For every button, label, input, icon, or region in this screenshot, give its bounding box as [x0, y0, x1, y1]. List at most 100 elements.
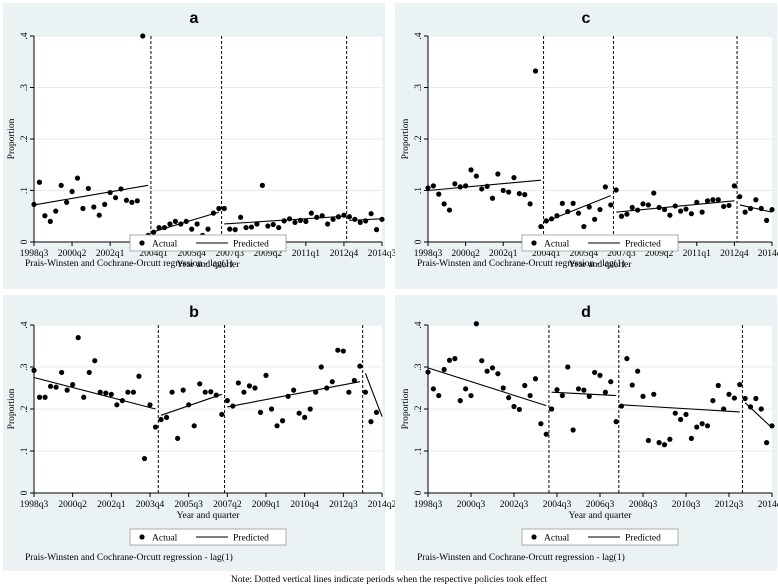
actual-point: [549, 406, 555, 412]
actual-point: [241, 389, 247, 395]
actual-point: [559, 200, 565, 206]
actual-point: [172, 218, 178, 224]
actual-point: [635, 368, 641, 374]
actual-point: [441, 201, 447, 207]
actual-point: [281, 218, 287, 224]
actual-point: [532, 376, 539, 382]
actual-point: [715, 382, 721, 389]
x-axis-title: Year and quarter: [569, 260, 633, 270]
actual-point: [235, 380, 241, 386]
actual-point: [511, 403, 517, 410]
x-tick-label: 2005q4: [177, 249, 206, 259]
actual-point: [263, 372, 269, 378]
actual-point: [721, 203, 727, 210]
actual-point: [314, 214, 320, 220]
y-tick-label: .2: [20, 405, 30, 412]
actual-point: [629, 204, 635, 211]
actual-point: [230, 403, 236, 409]
y-tick-label: .4: [20, 32, 30, 39]
legend-actual-marker: [139, 240, 145, 246]
x-tick-label: 2007q3: [216, 249, 245, 259]
x-tick-label: 2004q1: [139, 249, 168, 259]
actual-point: [645, 437, 651, 444]
method-note: Prais-Winsten and Cochrane-Orcutt regres…: [417, 552, 625, 563]
actual-point: [527, 392, 533, 399]
legend-actual-label: Actual: [152, 240, 178, 250]
actual-point: [351, 377, 357, 384]
actual-point: [189, 226, 195, 232]
actual-point: [640, 201, 646, 207]
predicted-line: [621, 404, 740, 413]
y-tick-label: .1: [20, 187, 30, 194]
y-tick-label: .3: [20, 363, 30, 370]
actual-point: [473, 321, 479, 327]
actual-point: [726, 391, 732, 397]
actual-point: [710, 197, 716, 203]
y-tick-label: .3: [20, 84, 30, 91]
actual-point: [608, 379, 614, 385]
actual-point: [69, 188, 75, 195]
actual-point: [484, 368, 490, 374]
actual-point: [769, 423, 775, 429]
actual-point: [688, 211, 694, 217]
actual-point: [147, 402, 153, 408]
actual-point: [152, 424, 159, 430]
actual-point: [373, 227, 380, 233]
legend-predicted-label: Predicted: [233, 534, 269, 544]
actual-point: [543, 218, 549, 224]
actual-point: [624, 211, 630, 217]
actual-point: [85, 185, 91, 192]
predicted-line: [227, 381, 361, 408]
actual-point: [710, 398, 716, 404]
actual-point: [151, 229, 157, 235]
y-tick-label: .2: [414, 405, 424, 412]
predicted-line: [427, 367, 547, 407]
actual-point: [373, 409, 380, 415]
actual-point: [715, 197, 721, 203]
actual-point: [769, 206, 775, 213]
actual-point: [694, 424, 700, 430]
actual-point: [468, 167, 474, 173]
chart-panel-a: a 0 .1 .2 .3 .4 Proportion 1998q3 2000q2 2002q1 20…: [3, 3, 397, 289]
actual-point: [64, 387, 70, 393]
actual-point: [59, 369, 65, 376]
x-tick-label: 2007q3: [607, 249, 636, 259]
actual-point: [731, 395, 737, 401]
x-tick-label: 2005q3: [174, 500, 203, 510]
y-tick-label: 0: [20, 490, 30, 495]
actual-point: [575, 386, 582, 392]
legend-actual-label: Actual: [544, 534, 570, 544]
y-tick-label: 0: [414, 490, 424, 495]
actual-point: [163, 414, 170, 420]
actual-point: [678, 416, 684, 423]
y-tick-label: 0: [414, 239, 424, 244]
actual-point: [425, 185, 431, 191]
x-tick-label: 2004q1: [532, 249, 561, 259]
actual-point: [53, 208, 59, 214]
actual-point: [248, 224, 255, 230]
actual-point: [357, 219, 363, 226]
actual-point: [457, 184, 463, 190]
actual-point: [158, 416, 164, 423]
predicted-line: [427, 179, 541, 192]
actual-point: [538, 223, 544, 230]
actual-point: [125, 389, 131, 395]
actual-point: [495, 171, 501, 177]
actual-point: [86, 369, 92, 376]
panel-title: b: [189, 304, 199, 321]
actual-point: [357, 363, 363, 369]
actual-point: [661, 442, 668, 448]
actual-point: [613, 419, 619, 425]
actual-point: [335, 347, 341, 353]
y-tick-label: .1: [414, 187, 424, 194]
x-axis-title: Year and quarter: [569, 511, 633, 521]
actual-point: [183, 218, 189, 224]
actual-point: [764, 217, 770, 223]
actual-point: [651, 391, 657, 397]
chart-panel-d: d 0 .1 .2 .3 .4 Proportion 1998q3 2000q3 2002q3 20…: [395, 295, 778, 571]
actual-point: [286, 216, 293, 222]
legend-predicted-label: Predicted: [233, 240, 269, 250]
actual-point: [92, 358, 98, 364]
actual-point: [130, 389, 137, 395]
